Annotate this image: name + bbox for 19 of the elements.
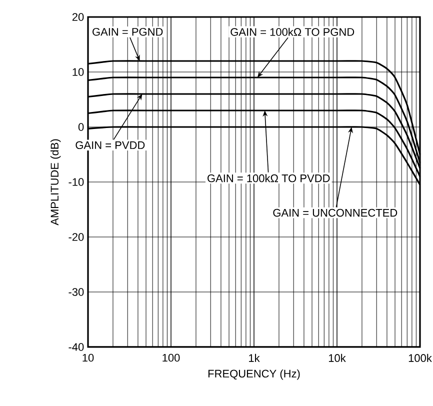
x-tick-label: 1k xyxy=(249,354,260,362)
annotation: GAIN = 100kΩ TO PVDD xyxy=(208,174,330,182)
y-tick-label: 10 xyxy=(72,68,84,76)
x-tick-label: 100k xyxy=(408,354,432,362)
x-tick-label: 10k xyxy=(328,354,346,362)
y-tick-label: -30 xyxy=(68,288,84,296)
y-tick-label: 0 xyxy=(78,123,84,131)
annotation: GAIN = 100kΩ TO PGND xyxy=(230,28,354,36)
y-axis-title: AMPLITUDE (dB) xyxy=(50,139,61,226)
y-tick-label: 20 xyxy=(72,13,84,21)
y-tick-label: -40 xyxy=(68,343,84,351)
annotation: GAIN = UNCONNECTED xyxy=(273,208,398,217)
annotation: GAIN = PGND xyxy=(92,28,163,36)
x-tick-label: 100 xyxy=(162,354,180,362)
x-axis-title: FREQUENCY (Hz) xyxy=(208,369,300,380)
x-tick-label: 10 xyxy=(82,354,94,362)
annotation: GAIN = PVDD xyxy=(76,141,145,150)
y-tick-label: -20 xyxy=(68,233,84,241)
y-tick-label: -10 xyxy=(68,178,84,186)
